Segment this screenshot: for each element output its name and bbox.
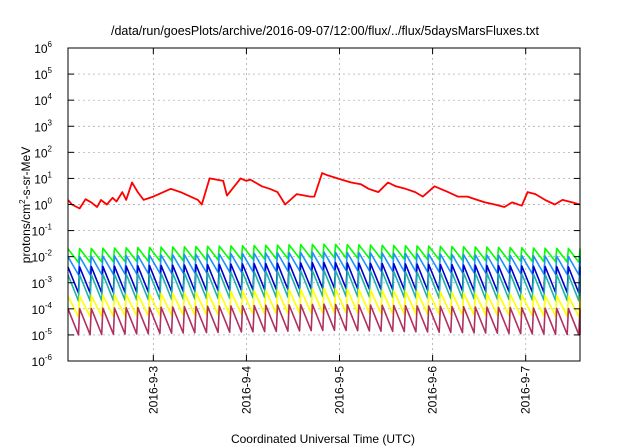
y-tick-exponent: 4 — [48, 92, 53, 101]
y-tick-label: 101 — [34, 170, 52, 186]
y-tick-label: 10-5 — [32, 327, 53, 343]
y-tick-exponent: -1 — [45, 223, 53, 232]
series-layer — [67, 172, 581, 336]
x-tick-label: 2016-9-6 — [426, 366, 440, 414]
y-tick-exponent: 6 — [48, 40, 53, 49]
y-tick-label: 10-2 — [32, 249, 53, 265]
y-tick-base: 10 — [32, 355, 46, 369]
y-tick-base: 10 — [34, 120, 48, 134]
y-tick-label: 10-1 — [32, 223, 53, 239]
y-axis-label-exponent: 2 — [18, 199, 27, 204]
y-axis-label-tail: -s-sr-MeV — [19, 147, 33, 200]
y-tick-exponent: 3 — [48, 118, 53, 127]
series-line-4 — [67, 261, 581, 294]
y-tick-base: 10 — [32, 225, 46, 239]
x-axis-ticks: 2016-9-3 2016-9-4 2016-9-5 2016-9-6 2016-9-7 — [146, 48, 533, 414]
y-tick-label: 10-3 — [32, 275, 53, 291]
x-tick-label: 2016-9-4 — [239, 366, 253, 414]
y-tick-label: 100 — [34, 197, 52, 213]
x-tick-label: 2016-9-3 — [146, 366, 160, 414]
grid — [68, 48, 580, 361]
y-tick-base: 10 — [32, 329, 46, 343]
y-tick-base: 10 — [34, 199, 48, 213]
y-tick-exponent: 0 — [48, 197, 53, 206]
y-axis-label-main: protons/cm — [19, 204, 33, 263]
y-tick-base: 10 — [34, 146, 48, 160]
series-line-2 — [67, 243, 581, 264]
x-tick-label: 2016-9-7 — [519, 366, 533, 414]
y-tick-exponent: 1 — [48, 170, 53, 179]
y-axis-ticks: 10-610-510-410-310-210-11001011021031041… — [32, 40, 580, 369]
y-tick-exponent: 5 — [48, 66, 53, 75]
chart-title: /data/run/goesPlots/archive/2016-09-07/1… — [111, 24, 540, 38]
y-tick-base: 10 — [32, 303, 46, 317]
y-tick-base: 10 — [34, 42, 48, 56]
y-tick-exponent: -3 — [45, 275, 53, 284]
y-tick-exponent: -5 — [45, 327, 53, 336]
y-tick-base: 10 — [32, 251, 46, 265]
y-tick-label: 10-6 — [32, 353, 53, 369]
y-tick-label: 104 — [34, 92, 52, 108]
y-tick-exponent: -4 — [45, 301, 53, 310]
y-tick-base: 10 — [32, 277, 46, 291]
y-tick-base: 10 — [34, 94, 48, 108]
y-tick-exponent: -6 — [45, 353, 53, 362]
series-line-6 — [67, 287, 581, 318]
y-tick-exponent: 2 — [48, 144, 53, 153]
series-line-7 — [67, 303, 581, 336]
y-tick-label: 10-4 — [32, 301, 53, 317]
series-line-3 — [67, 251, 581, 276]
y-tick-label: 103 — [34, 118, 52, 134]
y-tick-base: 10 — [34, 172, 48, 186]
series-line-1 — [67, 172, 581, 210]
y-tick-label: 105 — [34, 66, 52, 82]
y-tick-exponent: -2 — [45, 249, 53, 258]
series-line-5 — [67, 269, 581, 302]
y-axis-label: protons/cm2-s-sr-MeV — [18, 147, 33, 263]
x-axis-label: Coordinated Universal Time (UTC) — [231, 432, 415, 446]
x-tick-label: 2016-9-5 — [333, 366, 347, 414]
y-tick-base: 10 — [34, 68, 48, 82]
y-tick-label: 106 — [34, 40, 52, 56]
y-tick-label: 102 — [34, 144, 52, 160]
